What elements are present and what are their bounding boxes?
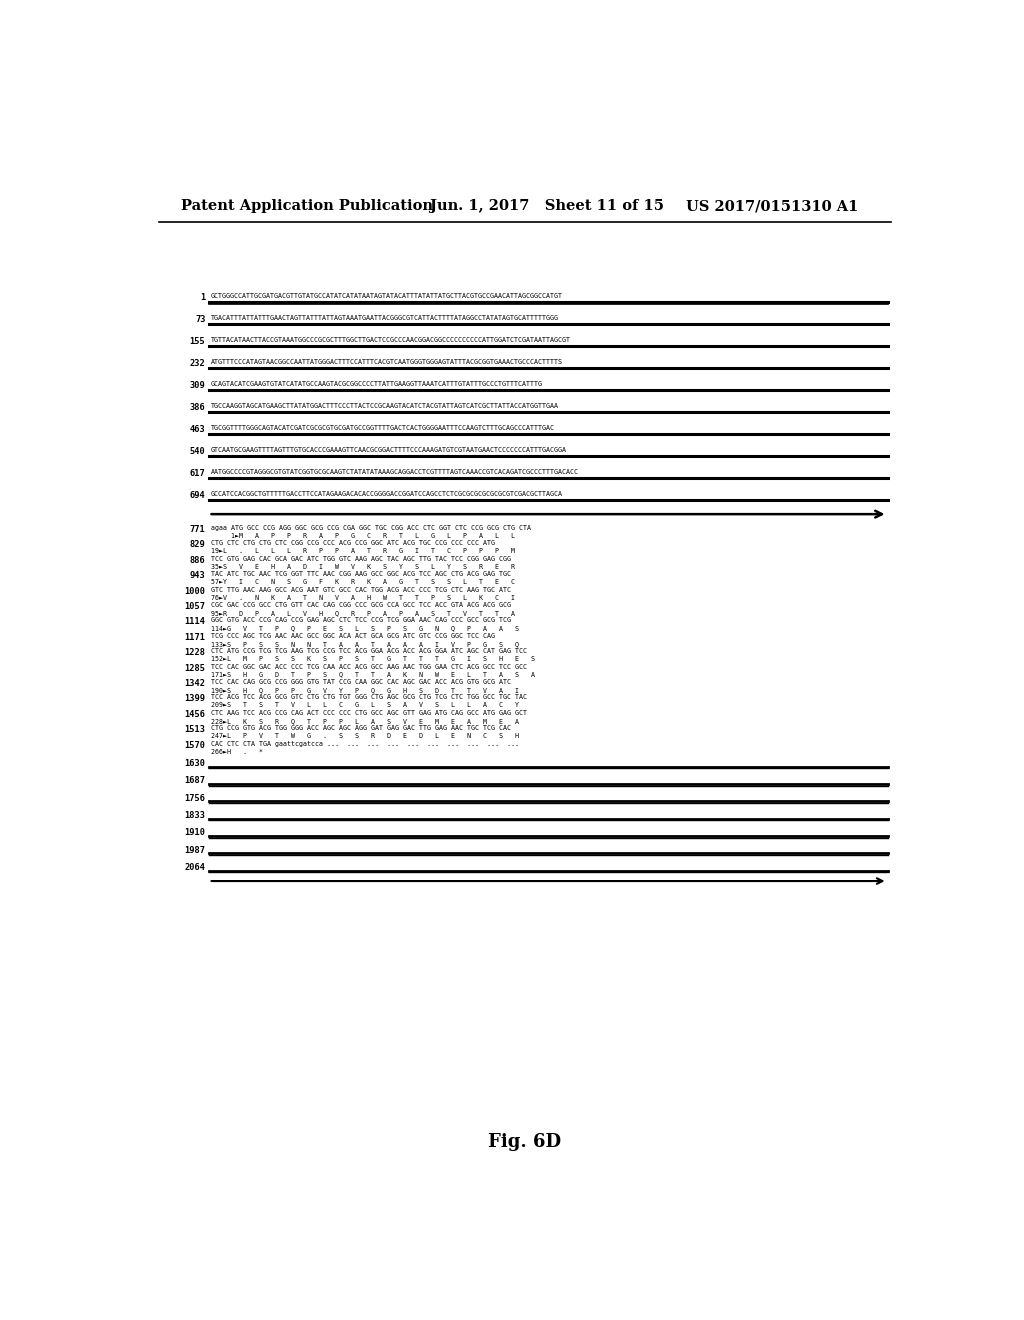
Text: 829: 829 [189,540,206,549]
Text: 1171: 1171 [184,632,206,642]
Text: 1630: 1630 [184,759,206,768]
Text: 114►G   V   T   P   Q   P   E   S   L   S   P   S   G   N   Q   P   A   A   S: 114►G V T P Q P E S L S P S G N Q P A A … [211,626,519,631]
Text: 171►S   H   G   D   T   P   S   Q   T   T   A   K   N   W   E   L   T   A   S   : 171►S H G D T P S Q T T A K N W E L T A … [211,672,535,677]
Text: AATGGCCCCGTAGGGCGTGTATCGGTGCGCAAGTCTATATATAAAGCAGGACCTCGTTTTAGTCAAACCGTCACAGATCG: AATGGCCCCGTAGGGCGTGTATCGGTGCGCAAGTCTATAT… [211,469,579,475]
Text: 266►H   .   *: 266►H . * [211,748,263,755]
Text: Fig. 6D: Fig. 6D [488,1134,561,1151]
Text: GTCAATGCGAAGTTTTAGTTTGTGCACCCGAAAGTTCAACGCGGACTTTTCCCAAAGATGTCGTAATGAACTCCCCCCCA: GTCAATGCGAAGTTTTAGTTTGTGCACCCGAAAGTTCAAC… [211,446,567,453]
Text: ATGTTTCCCATAGTAACGGCCAATTATGGGACTTTCCATTTCACGTCAATGGGTGGGAGTATTTACGCGGTGAAACTGCC: ATGTTTCCCATAGTAACGGCCAATTATGGGACTTTCCATT… [211,359,563,366]
Text: GCCATCCACGGCTGTTTTTGACCTTCCATAGAAGACACACCGGGGACCGGATCCAGCCTCTCGCGCGCGCGCGCGTCGAC: GCCATCCACGGCTGTTTTTGACCTTCCATAGAAGACACAC… [211,491,563,496]
Text: 540: 540 [189,446,206,455]
Text: 19►L   .   L   L   L   R   P   P   A   T   R   G   I   T   C   P   P   P   M: 19►L . L L L R P P A T R G I T C P P P M [211,548,515,554]
Text: 232: 232 [189,359,206,368]
Text: 943: 943 [189,572,206,579]
Text: 152►L   M   P   S   S   K   S   P   S   T   G   T   T   T   G   I   S   H   E   : 152►L M P S S K S P S T G T T T G I S H … [211,656,535,663]
Text: 57►Y   I   C   N   S   G   F   K   R   K   A   G   T   S   S   L   T   E   C: 57►Y I C N S G F K R K A G T S S L T E C [211,579,515,585]
Text: 1: 1 [201,293,206,302]
Text: 1833: 1833 [184,810,206,820]
Text: CAC CTC CTA TGA gaattcgatcca ...  ...  ...  ...  ...  ...  ...  ...  ...  ...: CAC CTC CTA TGA gaattcgatcca ... ... ...… [211,741,519,747]
Text: GTC TTG AAC AAG GCC ACG AAT GTC GCC CAC TGG ACG ACC CCC TCG CTC AAG TGC ATC: GTC TTG AAC AAG GCC ACG AAT GTC GCC CAC … [211,586,511,593]
Text: 1456: 1456 [184,710,206,718]
Text: 155: 155 [189,337,206,346]
Text: TCC CAC CAG GCG CCG GGG GTG TAT CCG CAA GGC CAC AGC GAC ACC ACG GTG GCG ATC: TCC CAC CAG GCG CCG GGG GTG TAT CCG CAA … [211,678,511,685]
Text: 886: 886 [189,556,206,565]
Text: 1057: 1057 [184,602,206,611]
Text: 1114: 1114 [184,618,206,626]
Text: TGCGGTTTTGGGCAGTACATCGATCGCGCGTGCGATGCCGGTTTTGACTCACTGGGGAATTTCCAAGTCTTTGCAGCCCA: TGCGGTTTTGGGCAGTACATCGATCGCGCGTGCGATGCCG… [211,425,555,430]
Text: 35►S   V   E   H   A   D   I   W   V   K   S   Y   S   L   Y   S   R   E   R: 35►S V E H A D I W V K S Y S L Y S R E R [211,564,515,570]
Text: 1228: 1228 [184,648,206,657]
Text: 463: 463 [189,425,206,434]
Text: 1►M   A   P   P   R   A   P   G   C   R   T   L   G   L   P   A   L   L: 1►M A P P R A P G C R T L G L P A L L [211,533,515,539]
Text: 73: 73 [195,315,206,325]
Text: 1756: 1756 [184,793,206,803]
Text: 76►V   .   N   K   A   T   N   V   A   H   W   T   T   P   S   L   K   C   I: 76►V . N K A T N V A H W T T P S L K C I [211,594,515,601]
Text: 1570: 1570 [184,741,206,750]
Text: Jun. 1, 2017   Sheet 11 of 15: Jun. 1, 2017 Sheet 11 of 15 [430,199,665,213]
Text: CTC AAG TCC ACG CCG CAG ACT CCC CCC CTG GCC AGC GTT GAG ATG CAG GCC ATG GAG GCT: CTC AAG TCC ACG CCG CAG ACT CCC CCC CTG … [211,710,527,715]
Text: TCC ACG TCC ACG GCG GTC CTG CTG TGT GGG CTG AGC GCG CTG TCG CTC TGG GCC TGC TAC: TCC ACG TCC ACG GCG GTC CTG CTG TGT GGG … [211,694,527,701]
Text: 617: 617 [189,469,206,478]
Text: 1000: 1000 [184,586,206,595]
Text: 209►S   T   S   T   V   L   L   C   G   L   S   A   V   S   L   L   A   C   Y: 209►S T S T V L L C G L S A V S L L A C … [211,702,519,709]
Text: GCTGGGCCATTGCGATGACGTTGTATGCCATATCATATAATAGTATACATTTATATTATGCTTACGTGCCGAACATTAGC: GCTGGGCCATTGCGATGACGTTGTATGCCATATCATATAA… [211,293,563,300]
Text: 133►S   P   S   S   N   N   T   A   A   T   A   A   A   I   V   P   G   S   Q: 133►S P S S N N T A A T A A A I V P G S … [211,640,519,647]
Text: GGC GTG ACC CCG CAG CCG GAG AGC CTC TCC CCG TCG GGA AAC CAG CCC GCC GCG TCG: GGC GTG ACC CCG CAG CCG GAG AGC CTC TCC … [211,618,511,623]
Text: 95►R   D   P   A   L   V   H   Q   R   P   A   P   A   S   T   V   T   T   A: 95►R D P A L V H Q R P A P A S T V T T A [211,610,515,616]
Text: 1399: 1399 [184,694,206,704]
Text: US 2017/0151310 A1: US 2017/0151310 A1 [686,199,858,213]
Text: CGC GAC CCG GCC CTG GTT CAC CAG CGG CCC GCG CCA GCC TCC ACC GTA ACG ACG GCG: CGC GAC CCG GCC CTG GTT CAC CAG CGG CCC … [211,602,511,609]
Text: 1285: 1285 [184,664,206,672]
Text: TCC GTG GAG CAC GCA GAC ATC TGG GTC AAG AGC TAC AGC TTG TAC TCC CGG GAG CGG: TCC GTG GAG CAC GCA GAC ATC TGG GTC AAG … [211,556,511,562]
Text: agaa ATG GCC CCG AGG GGC GCG CCG CGA GGC TGC CGG ACC CTC GGT CTC CCG GCG CTG CTA: agaa ATG GCC CCG AGG GGC GCG CCG CGA GGC… [211,525,530,531]
Text: 694: 694 [189,491,206,500]
Text: 1687: 1687 [184,776,206,785]
Text: TGTTACATAACTTACCGTAAATGGCCCGCGCTTTGGCTTGACTCCGCCCAACGGACGGCCCCCCCCCCATTGGATCTCGA: TGTTACATAACTTACCGTAAATGGCCCGCGCTTTGGCTTG… [211,337,571,343]
Text: 2064: 2064 [184,863,206,873]
Text: 309: 309 [189,381,206,389]
Text: GCAGTACATCGAAGTGTATCATATGCCAAGTACGCGGCCCCTTATTGAAGGTTAAATCATTTGTATTTGCCCTGTTTCAT: GCAGTACATCGAAGTGTATCATATGCCAAGTACGCGGCCC… [211,381,543,387]
Text: 1910: 1910 [184,829,206,837]
Text: 1342: 1342 [184,678,206,688]
Text: TCG CCC AGC TCG AAC AAC GCC GGC ACA ACT GCA GCG ATC GTC CCG GGC TCC CAG: TCG CCC AGC TCG AAC AAC GCC GGC ACA ACT … [211,632,495,639]
Text: CTC ATG CCG TCG TCG AAG TCG CCG TCC ACG GGA ACG ACC ACG GGA ATC AGC CAT GAG TCC: CTC ATG CCG TCG TCG AAG TCG CCG TCC ACG … [211,648,527,655]
Text: CTG CTC CTG CTG CTC CGG CCG CCC ACG CCG GGC ATC ACG TGC CCG CCC CCC ATG: CTG CTC CTG CTG CTC CGG CCG CCC ACG CCG … [211,540,495,546]
Text: 228►L   K   S   R   Q   T   P   P   L   A   S   V   E   M   E   A   M   E   A: 228►L K S R Q T P P L A S V E M E A M E … [211,718,519,723]
Text: CTG CCG GTG ACG TGG GGG ACC AGC AGC AGG GAT GAG GAC TTG GAG AAC TGC TCG CAC: CTG CCG GTG ACG TGG GGG ACC AGC AGC AGG … [211,725,511,731]
Text: 1513: 1513 [184,725,206,734]
Text: TGCCAAGGTAGCATGAAGCTTATATGGACTTTCCCTTACTCCGCAAGTACATCTACGTATTAGTCATCGCTTATTACCAT: TGCCAAGGTAGCATGAAGCTTATATGGACTTTCCCTTACT… [211,403,559,409]
Text: 771: 771 [189,525,206,533]
Text: 1987: 1987 [184,846,206,854]
Text: 190►S   H   Q   P   P   G   V   Y   P   Q   G   H   S   D   T   T   V   A   I: 190►S H Q P P G V Y P Q G H S D T T V A … [211,686,519,693]
Text: 247►L   P   V   T   W   G   .   S   S   R   D   E   D   L   E   N   C   S   H: 247►L P V T W G . S S R D E D L E N C S … [211,733,519,739]
Text: TGACATTTATTATTTGAACTAGTTATTTATTAGTAAATGAATTACGGGCGTCATTACTTTTATAGGCCTATATAGTGCAT: TGACATTTATTATTTGAACTAGTTATTTATTAGTAAATGA… [211,315,559,321]
Text: 386: 386 [189,403,206,412]
Text: Patent Application Publication: Patent Application Publication [180,199,433,213]
Text: TCC CAC GGC GAC ACC CCC TCG CAA ACC ACG GCC AAG AAC TGG GAA CTC ACG GCC TCC GCC: TCC CAC GGC GAC ACC CCC TCG CAA ACC ACG … [211,664,527,669]
Text: TAC ATC TGC AAC TCG GGT TTC AAC CGG AAG GCC GGC ACG TCC AGC CTG ACG GAG TGC: TAC ATC TGC AAC TCG GGT TTC AAC CGG AAG … [211,572,511,577]
